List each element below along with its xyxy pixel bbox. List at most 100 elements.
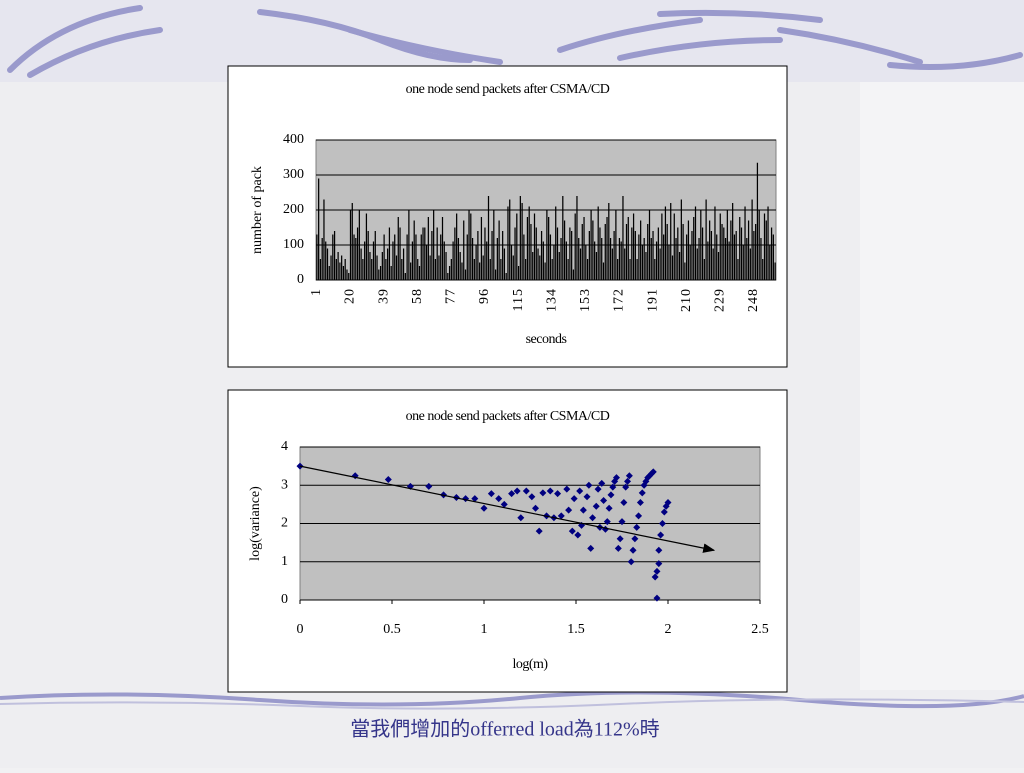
bar [586,259,589,280]
bar [740,227,743,280]
bar [401,259,403,280]
bar [443,241,445,280]
bar [448,266,451,280]
bar [583,217,585,280]
bar [744,206,746,280]
bar [574,213,576,280]
bar [548,217,550,280]
bar [535,227,537,280]
bar [686,234,688,280]
bar [333,231,336,280]
bar [755,224,757,280]
bar [770,227,773,280]
bar [494,269,497,280]
bar [756,162,759,280]
scatter-point [655,546,663,554]
scatter-point [500,500,508,508]
x-tick-label: 58 [410,288,425,304]
x-tick-label: 77 [444,288,459,304]
scatter-point [557,512,565,520]
x-tick-label: 153 [578,288,593,312]
bar [429,255,431,280]
bar [433,210,435,280]
bar [555,206,557,280]
scatter-point [583,493,591,501]
bar [348,273,350,280]
bar [654,259,656,280]
bar [482,255,484,280]
bar [650,238,652,280]
bar [539,255,541,280]
bar [634,231,636,280]
scatter-point [633,523,641,531]
bar [546,210,548,280]
bar [372,241,375,280]
bar [655,241,658,280]
bar [618,238,621,280]
bar [335,259,337,280]
bar [747,220,750,280]
bar [487,196,490,280]
bar [399,227,401,280]
bar [390,266,392,280]
bar [456,213,458,280]
bar [371,259,373,280]
bar [632,213,635,280]
bar [611,248,613,280]
bar [410,262,412,280]
bar [670,203,672,280]
bar [640,220,642,280]
bar [365,213,368,280]
bar [402,248,405,280]
bar [691,231,693,280]
bar [346,269,348,280]
bar [532,252,534,280]
bar [404,273,406,280]
scatter-point [605,504,613,512]
bar [684,262,686,280]
scatter-point [587,544,595,552]
bar [505,273,507,280]
x-tick-label: 39 [376,288,391,304]
bar [638,234,640,280]
bar [353,234,355,280]
bar [597,206,599,280]
bar [680,199,682,280]
bar [413,220,415,280]
bar [454,227,456,280]
footer-wave [0,698,1024,710]
scatter-point [631,535,639,543]
bar [424,227,426,280]
bar [376,255,378,280]
scatter-point [624,477,632,485]
bar [712,248,714,280]
bar [321,238,323,280]
bar [517,266,520,280]
bar [477,231,479,280]
bar [578,238,580,280]
scatter-point [565,506,573,514]
x-tick-label: 134 [544,288,559,312]
scatter-point [620,498,628,506]
bar [397,217,399,280]
bar [666,224,668,280]
bar [464,269,467,280]
bar [648,210,651,280]
bar [341,255,343,280]
bar [337,252,339,280]
chart-title: one node send packets after CSMA/CD [406,409,610,424]
scatter-point [546,487,554,495]
bar [525,259,527,280]
bar [417,259,419,280]
bar [652,231,654,280]
bar [388,227,391,280]
y-tick-label: 0 [297,272,304,287]
bar [622,196,624,280]
scatter-point [636,498,644,506]
bar [316,234,318,280]
bar [763,213,766,280]
bar [732,203,734,280]
bar [590,210,592,280]
bar [753,231,755,280]
